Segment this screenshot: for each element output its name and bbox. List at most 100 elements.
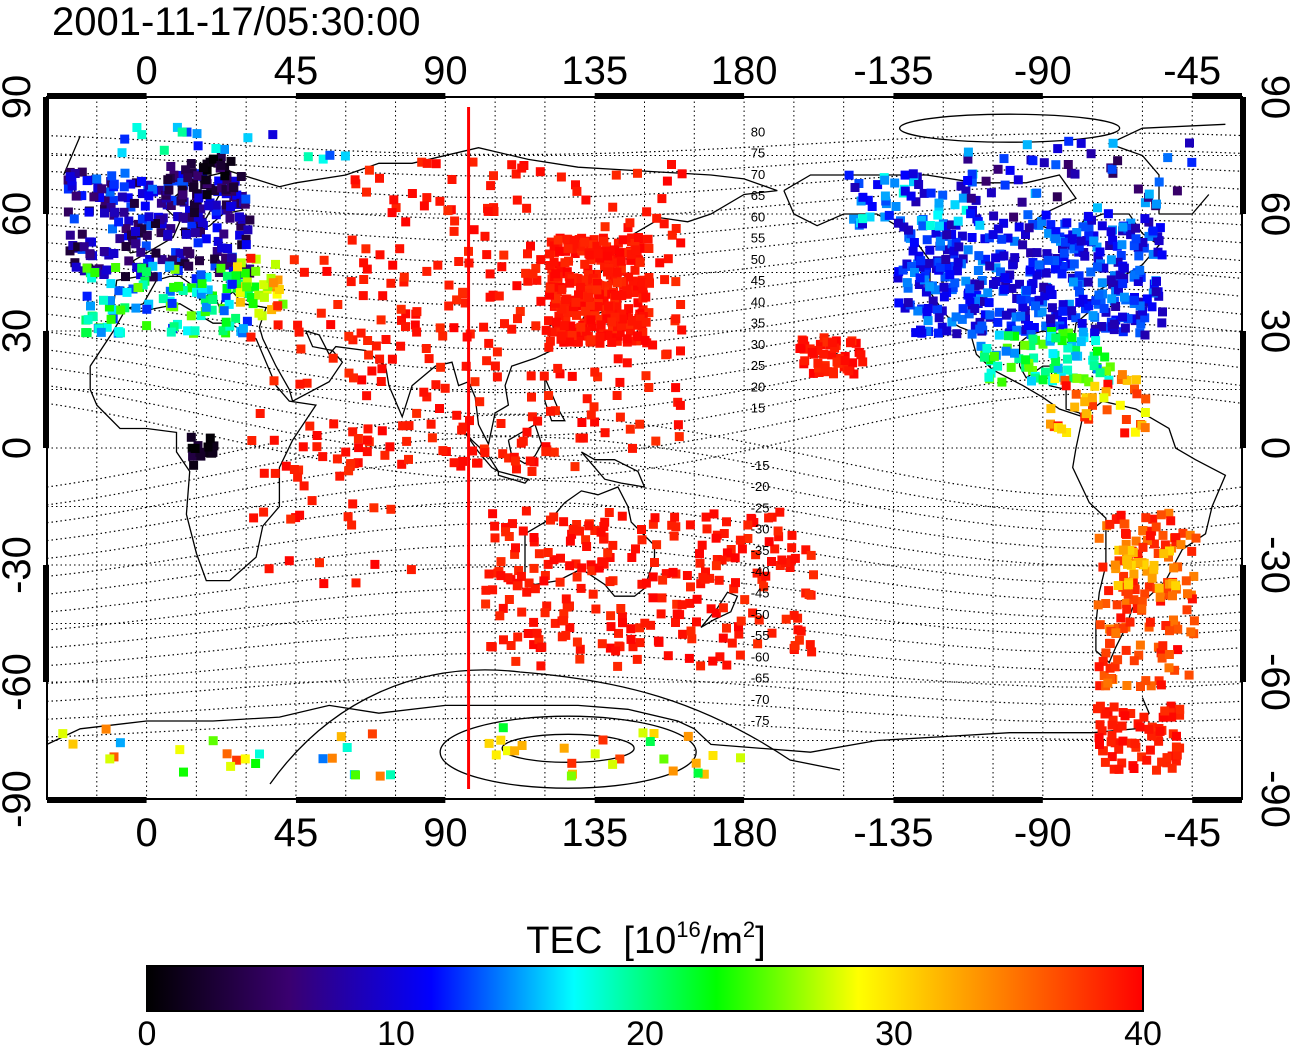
- tec-cell: [593, 302, 603, 312]
- tec-cell: [1076, 138, 1086, 148]
- tec-cell: [1121, 528, 1130, 538]
- tec-cell: [389, 195, 399, 205]
- tec-cell: [362, 435, 372, 445]
- contour-label: 25: [751, 358, 765, 373]
- tec-cell: [1095, 368, 1105, 378]
- tec-cell: [863, 195, 873, 205]
- tec-cell: [630, 265, 640, 275]
- tec-cell: [1191, 533, 1201, 543]
- tec-cell: [775, 507, 785, 517]
- tec-cell: [510, 456, 520, 466]
- tec-cell: [521, 268, 531, 278]
- tec-cell: [625, 424, 635, 434]
- tec-cell: [644, 273, 654, 282]
- tec-cell: [1007, 308, 1016, 318]
- tec-cell: [931, 228, 941, 238]
- tec-cell: [1171, 742, 1181, 752]
- tec-cell: [827, 350, 837, 360]
- magnetic-latitude-contour: [46, 717, 1243, 741]
- tec-cell: [584, 270, 593, 280]
- tec-cell: [273, 320, 283, 330]
- tec-cell: [1120, 323, 1130, 333]
- tec-cell: [172, 122, 182, 132]
- tec-cell: [1101, 387, 1111, 397]
- tec-cell: [220, 144, 229, 154]
- tec-cell: [767, 628, 777, 638]
- tec-cell: [630, 238, 640, 248]
- tec-cell: [1037, 307, 1047, 317]
- tec-cell: [567, 529, 577, 539]
- tec-cell: [1140, 423, 1150, 433]
- tec-cell: [832, 357, 842, 367]
- tec-cell: [965, 297, 975, 307]
- tec-cell: [498, 723, 508, 733]
- tec-cell: [177, 178, 187, 187]
- tec-cell: [1126, 218, 1136, 228]
- tec-cell: [433, 260, 443, 270]
- tec-cell: [241, 240, 251, 250]
- tec-cell: [221, 253, 231, 263]
- tec-cell: [940, 272, 950, 282]
- tec-cell: [549, 512, 559, 522]
- tec-cell: [1108, 715, 1118, 725]
- tec-cell: [1116, 251, 1126, 260]
- tec-cell: [1154, 177, 1164, 187]
- tec-cell: [377, 426, 387, 436]
- tec-cell: [222, 749, 232, 759]
- tec-cell: [1028, 334, 1038, 344]
- tec-cell: [386, 278, 396, 288]
- tec-cell: [603, 267, 612, 277]
- tec-cell: [844, 366, 854, 376]
- tec-cell: [827, 338, 837, 348]
- tec-cell: [155, 215, 165, 225]
- tec-cell: [1169, 619, 1179, 629]
- tec-cell: [663, 651, 673, 661]
- tec-cell: [1051, 333, 1061, 343]
- tec-cell: [1107, 294, 1117, 304]
- tec-cell: [545, 290, 554, 300]
- tec-cell: [88, 312, 98, 322]
- tec-cell: [481, 585, 491, 595]
- tec-cell: [658, 575, 668, 585]
- tec-cell: [96, 327, 106, 337]
- tec-cell: [599, 246, 609, 256]
- tec-cell: [729, 584, 739, 594]
- tec-cell: [708, 751, 718, 760]
- tec-cell: [243, 133, 253, 143]
- tec-cell: [709, 509, 719, 519]
- tec-cell: [787, 530, 797, 540]
- tec-cell: [578, 433, 588, 443]
- tec-cell: [1108, 138, 1118, 148]
- tec-cell: [114, 286, 124, 296]
- tec-cell: [1158, 712, 1168, 722]
- tec-cell: [376, 315, 386, 325]
- tec-cell: [1009, 212, 1019, 222]
- tec-cell: [608, 202, 618, 212]
- tec-cell: [919, 188, 929, 198]
- bottom-tick-label: 135: [561, 811, 628, 855]
- tec-cell: [1172, 731, 1181, 741]
- tec-cell: [129, 198, 139, 208]
- tec-cell: [1161, 621, 1171, 630]
- tec-cell: [958, 254, 968, 264]
- tec-cell: [1133, 184, 1143, 194]
- tec-cell: [1046, 314, 1055, 324]
- tec-cell: [1164, 650, 1174, 659]
- top-tick-label: -45: [1163, 49, 1221, 93]
- tec-cell: [396, 304, 406, 314]
- tec-cell: [1109, 319, 1119, 329]
- tec-cell: [925, 221, 935, 230]
- tec-cell: [227, 279, 237, 289]
- tec-cell: [617, 321, 626, 331]
- tec-cell: [1058, 316, 1067, 326]
- tec-cell: [1061, 237, 1070, 247]
- tec-cell: [291, 513, 301, 523]
- tec-cell: [468, 157, 478, 167]
- tec-cell: [600, 287, 609, 297]
- tec-cell: [77, 191, 87, 201]
- tec-cell: [156, 228, 166, 238]
- tec-cell: [988, 230, 998, 240]
- tec-cell: [1131, 375, 1141, 385]
- tec-cell: [1099, 304, 1109, 313]
- contour-label: 70: [751, 167, 765, 182]
